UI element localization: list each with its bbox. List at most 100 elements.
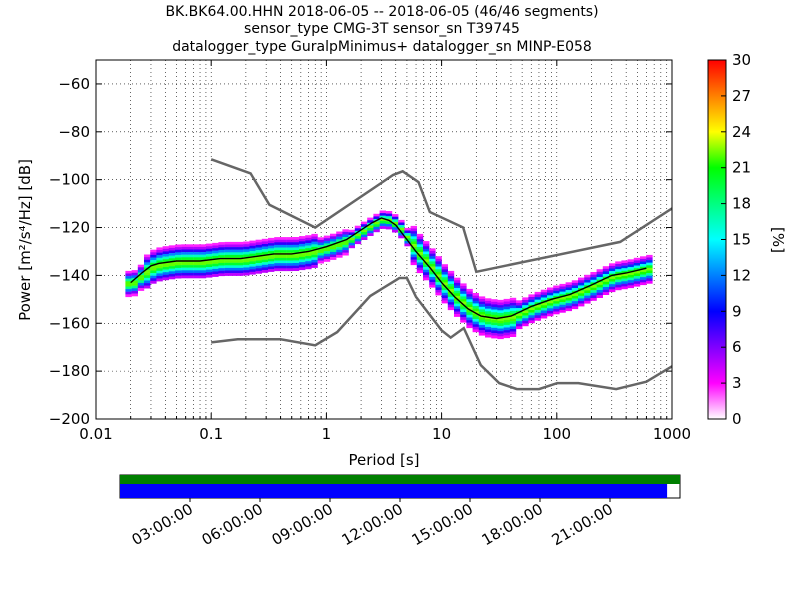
psd-cell	[299, 243, 306, 247]
psd-cell	[416, 233, 424, 237]
psd-cell	[410, 249, 417, 253]
psd-cell	[441, 292, 448, 296]
psd-cell	[367, 233, 374, 236]
psd-cell	[454, 295, 461, 299]
psd-cell	[627, 274, 634, 278]
psd-cell	[212, 268, 219, 272]
psd-cell	[596, 287, 603, 291]
psd-cell	[125, 294, 132, 298]
psd-cell	[193, 262, 200, 266]
psd-cell	[485, 308, 492, 312]
psd-cell	[534, 294, 541, 298]
psd-cell	[472, 300, 479, 304]
psd-cell	[516, 318, 523, 322]
psd-cell	[311, 262, 318, 266]
psd-cell	[175, 257, 182, 261]
psd-cell	[131, 270, 138, 273]
psd-cell	[423, 264, 430, 268]
psd-cell	[268, 237, 275, 241]
psd-cell	[559, 286, 566, 290]
psd-cell	[435, 269, 442, 272]
psd-cell	[553, 288, 560, 291]
psd-cell	[348, 245, 355, 249]
psd-cell	[261, 257, 269, 260]
psd-cell	[590, 285, 597, 288]
psd-cell	[540, 292, 548, 296]
psd-cell	[311, 239, 318, 242]
psd-cell	[441, 295, 448, 299]
psd-cell	[640, 282, 647, 286]
psd-cell	[522, 297, 529, 301]
psd-cell	[181, 249, 188, 253]
psd-cell	[336, 241, 343, 245]
psd-cell	[435, 282, 442, 285]
colorbar-tick-label: 9	[732, 302, 742, 320]
psd-cell	[460, 309, 467, 313]
psd-cell	[578, 295, 585, 299]
psd-cell	[540, 315, 548, 319]
psd-cell	[373, 216, 380, 220]
psd-cell	[509, 305, 517, 309]
psd-cell	[286, 260, 293, 264]
psd-cell	[342, 247, 349, 251]
psd-cell	[435, 271, 442, 275]
psd-cell	[218, 244, 225, 248]
psd-cell	[237, 260, 244, 263]
psd-cell	[323, 240, 331, 244]
psd-cell	[646, 278, 653, 282]
y-tick-label: −80	[58, 123, 90, 141]
psd-cell	[255, 252, 262, 256]
psd-cell	[261, 238, 269, 242]
psd-cell	[367, 228, 374, 231]
psd-cell	[156, 252, 163, 256]
psd-cell	[509, 331, 517, 335]
psd-cell	[373, 213, 380, 217]
psd-cell	[565, 290, 572, 293]
psd-cell	[187, 257, 194, 261]
psd-cell	[540, 297, 548, 301]
psd-cell	[497, 302, 504, 306]
psd-cell	[410, 225, 417, 229]
psd-cell	[317, 252, 324, 256]
psd-cell	[460, 291, 467, 294]
psd-cell	[602, 268, 610, 272]
psd-cell	[423, 248, 430, 252]
psd-cell	[199, 267, 207, 271]
psd-cell	[224, 241, 231, 245]
psd-cell	[522, 323, 529, 327]
psd-cell	[416, 246, 424, 250]
psd-cell	[578, 282, 585, 286]
psd-cell	[454, 290, 461, 294]
psd-cell	[261, 249, 269, 252]
psd-cell	[646, 275, 653, 279]
psd-cell	[181, 272, 188, 276]
psd-cell	[261, 251, 269, 255]
psd-cell	[503, 332, 510, 336]
psd-cell	[292, 260, 300, 264]
psd-cell	[137, 277, 145, 281]
psd-cell	[485, 298, 492, 302]
psd-cell	[385, 213, 393, 217]
psd-cell	[478, 306, 486, 310]
coverage-bar-ticks: 03:00:00 06:00:00 09:00:00 12:00:00 15:00:00…	[129, 498, 616, 549]
psd-cell	[206, 254, 213, 257]
psd-cell	[280, 265, 287, 269]
psd-cell	[311, 252, 318, 255]
psd-cell	[299, 256, 306, 260]
psd-cell	[646, 265, 653, 269]
psd-cell	[392, 216, 399, 220]
psd-cell	[516, 315, 523, 319]
psd-cell	[615, 287, 622, 291]
psd-cell	[559, 289, 566, 292]
psd-cell	[466, 304, 473, 308]
psd-cell	[212, 253, 219, 257]
psd-cell	[156, 265, 163, 269]
psd-cell	[330, 246, 337, 250]
psd-cell	[224, 249, 231, 253]
psd-cell	[472, 306, 479, 309]
psd-cell	[460, 299, 467, 302]
psd-cell	[633, 278, 641, 282]
coverage-tick-label: 12:00:00	[339, 500, 406, 549]
